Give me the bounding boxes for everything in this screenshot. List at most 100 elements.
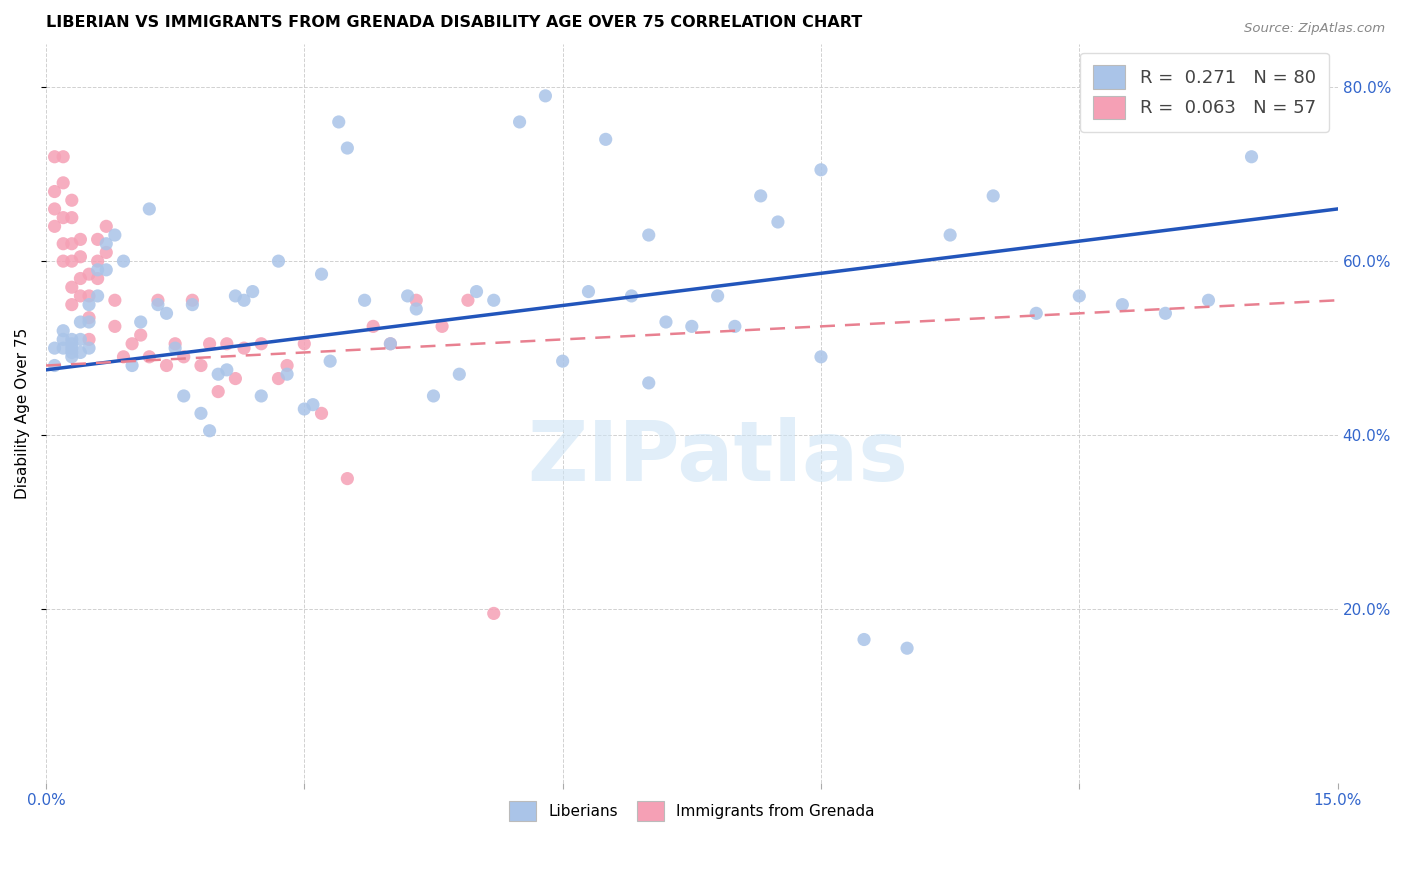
Point <box>509 115 531 129</box>
Point <box>77 267 100 281</box>
Point <box>749 189 772 203</box>
Point <box>190 359 212 373</box>
Point <box>405 301 427 316</box>
Point <box>1198 293 1220 308</box>
Point <box>482 607 505 621</box>
Point <box>328 115 350 129</box>
Point <box>52 254 75 268</box>
Point <box>292 402 315 417</box>
Point <box>311 406 333 420</box>
Point <box>190 406 212 420</box>
Point <box>1240 150 1263 164</box>
Point <box>681 319 703 334</box>
Point <box>138 202 160 216</box>
Point <box>69 271 91 285</box>
Point <box>69 315 91 329</box>
Point <box>620 289 643 303</box>
Point <box>380 336 402 351</box>
Point <box>224 289 246 303</box>
Point <box>69 232 91 246</box>
Point <box>724 319 747 334</box>
Point <box>276 368 298 382</box>
Point <box>60 193 83 207</box>
Point <box>706 289 728 303</box>
Point <box>77 289 100 303</box>
Point <box>104 319 127 334</box>
Point <box>77 310 100 325</box>
Point <box>155 359 177 373</box>
Point <box>981 189 1004 203</box>
Point <box>1111 298 1133 312</box>
Point <box>112 350 135 364</box>
Point <box>534 88 557 103</box>
Point <box>361 319 384 334</box>
Point <box>44 150 66 164</box>
Point <box>121 359 143 373</box>
Point <box>129 315 152 329</box>
Point <box>44 341 66 355</box>
Point <box>276 359 298 373</box>
Point <box>155 306 177 320</box>
Point <box>380 336 402 351</box>
Point <box>60 298 83 312</box>
Legend: Liberians, Immigrants from Grenada: Liberians, Immigrants from Grenada <box>503 796 882 827</box>
Point <box>44 185 66 199</box>
Point <box>655 315 678 329</box>
Point <box>60 333 83 347</box>
Point <box>96 219 118 234</box>
Point <box>86 289 108 303</box>
Point <box>77 341 100 355</box>
Point <box>465 285 488 299</box>
Point <box>69 345 91 359</box>
Point <box>292 336 315 351</box>
Point <box>311 267 333 281</box>
Point <box>207 368 229 382</box>
Point <box>637 376 659 390</box>
Point <box>853 632 876 647</box>
Point <box>77 333 100 347</box>
Point <box>69 250 91 264</box>
Point <box>104 293 127 308</box>
Point <box>457 293 479 308</box>
Point <box>86 254 108 268</box>
Point <box>173 350 195 364</box>
Point <box>173 389 195 403</box>
Point <box>207 384 229 399</box>
Point <box>44 202 66 216</box>
Point <box>60 341 83 355</box>
Point <box>482 293 505 308</box>
Point <box>52 333 75 347</box>
Point <box>267 371 290 385</box>
Point <box>267 254 290 268</box>
Point <box>69 289 91 303</box>
Point <box>1025 306 1047 320</box>
Text: Source: ZipAtlas.com: Source: ZipAtlas.com <box>1244 22 1385 36</box>
Point <box>60 345 83 359</box>
Point <box>112 254 135 268</box>
Point <box>77 315 100 329</box>
Point <box>250 336 273 351</box>
Point <box>104 227 127 242</box>
Point <box>336 141 359 155</box>
Point <box>551 354 574 368</box>
Point <box>224 371 246 385</box>
Point <box>302 398 325 412</box>
Point <box>146 293 169 308</box>
Point <box>96 245 118 260</box>
Point <box>52 324 75 338</box>
Point <box>165 336 187 351</box>
Point <box>319 354 342 368</box>
Point <box>578 285 600 299</box>
Point <box>52 176 75 190</box>
Point <box>810 162 832 177</box>
Point <box>60 350 83 364</box>
Point <box>215 336 238 351</box>
Point <box>86 262 108 277</box>
Point <box>96 236 118 251</box>
Point <box>939 227 962 242</box>
Text: LIBERIAN VS IMMIGRANTS FROM GRENADA DISABILITY AGE OVER 75 CORRELATION CHART: LIBERIAN VS IMMIGRANTS FROM GRENADA DISA… <box>46 15 862 30</box>
Point <box>138 350 160 364</box>
Point <box>52 211 75 225</box>
Point <box>60 236 83 251</box>
Point <box>198 424 221 438</box>
